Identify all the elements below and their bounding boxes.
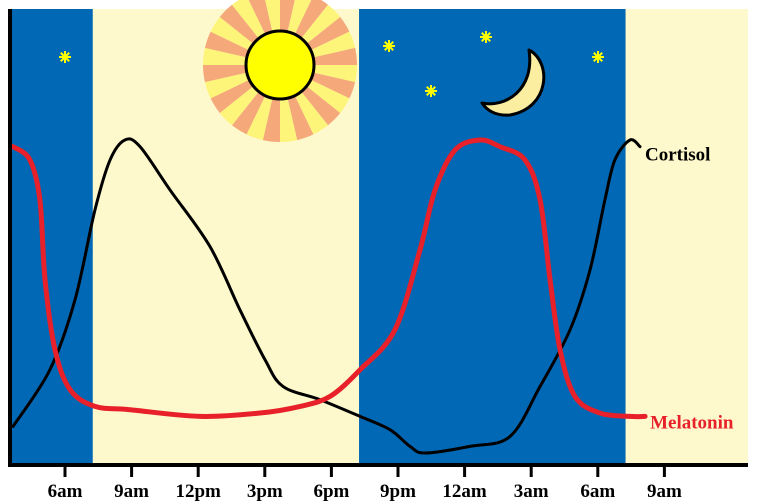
series-labels: Cortisol Melatonin <box>645 145 734 434</box>
star-ray <box>384 41 394 51</box>
x-tick-label: 3am <box>514 481 549 502</box>
melatonin-label: Melatonin <box>650 412 734 433</box>
x-tick-label: 9am <box>647 481 682 502</box>
sun-disc <box>244 29 316 101</box>
star-icon <box>425 85 437 97</box>
x-tick-label: 12am <box>442 481 487 502</box>
cortisol-label: Cortisol <box>645 145 710 166</box>
x-tick-label: 12pm <box>175 481 221 502</box>
x-tick-label: 6pm <box>313 481 349 502</box>
x-tick-label: 9am <box>114 481 149 502</box>
star-icon <box>59 51 71 63</box>
melatonin-line <box>10 137 648 420</box>
axes: 6am 9am 12pm 3pm 6pm 9pm 12am 3am 6am 9am <box>8 9 748 502</box>
star-ray <box>481 32 491 42</box>
x-tick-label: 3pm <box>247 481 283 502</box>
night-band <box>10 9 93 463</box>
star-icon <box>592 51 604 63</box>
series-lines <box>10 137 648 455</box>
night-band-overlap <box>359 9 390 463</box>
x-tick-label: 9pm <box>380 481 416 502</box>
cortisol-line <box>11 137 642 455</box>
star-icon <box>480 31 492 43</box>
night-band <box>359 9 626 463</box>
sky-decorations <box>59 0 604 463</box>
crescent-moon-icon <box>480 48 546 117</box>
star-ray <box>60 52 70 62</box>
sun-icon <box>203 0 357 142</box>
x-tick-label: 6am <box>580 481 615 502</box>
x-tick-label: 6am <box>48 481 83 502</box>
star-icon <box>383 40 395 52</box>
star-ray <box>593 52 603 62</box>
star-ray <box>426 86 436 96</box>
